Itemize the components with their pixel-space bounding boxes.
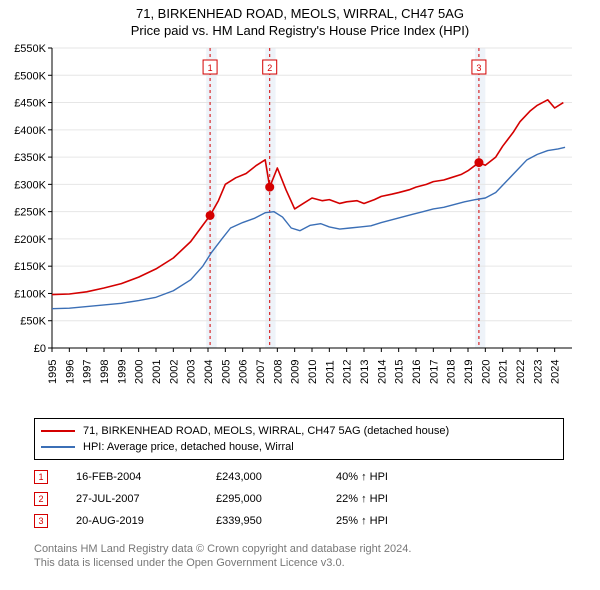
svg-text:£550K: £550K <box>14 43 46 55</box>
transaction-row: 1 16-FEB-2004£243,00040% ↑ HPI <box>34 466 436 488</box>
svg-text:1999: 1999 <box>116 360 128 384</box>
svg-text:2010: 2010 <box>307 360 319 384</box>
svg-text:2016: 2016 <box>411 360 423 384</box>
svg-text:3: 3 <box>476 63 481 73</box>
svg-text:£300K: £300K <box>14 179 46 191</box>
svg-text:2006: 2006 <box>238 360 250 384</box>
svg-text:2: 2 <box>267 63 272 73</box>
transaction-row: 2 27-JUL-2007£295,00022% ↑ HPI <box>34 488 436 510</box>
svg-text:1998: 1998 <box>99 360 111 384</box>
svg-text:2011: 2011 <box>324 360 336 384</box>
transactions-table: 1 16-FEB-2004£243,00040% ↑ HPI 2 27-JUL-200… <box>34 466 436 532</box>
legend-label-hpi: HPI: Average price, detached house, Wirr… <box>83 441 294 453</box>
svg-text:£350K: £350K <box>14 152 46 164</box>
svg-text:2024: 2024 <box>550 360 562 384</box>
svg-text:£500K: £500K <box>14 70 46 82</box>
footer-line-2: This data is licensed under the Open Gov… <box>34 556 411 570</box>
svg-text:2020: 2020 <box>480 360 492 384</box>
svg-text:£50K: £50K <box>20 316 46 328</box>
legend-swatch-property <box>41 430 75 432</box>
transaction-price: £339,950 <box>216 515 336 527</box>
svg-text:2003: 2003 <box>186 360 198 384</box>
svg-text:£100K: £100K <box>14 288 46 300</box>
svg-text:2019: 2019 <box>463 360 475 384</box>
transaction-row: 3 20-AUG-2019£339,95025% ↑ HPI <box>34 510 436 532</box>
svg-text:2008: 2008 <box>272 360 284 384</box>
svg-text:2021: 2021 <box>498 360 510 384</box>
chart-container: 71, BIRKENHEAD ROAD, MEOLS, WIRRAL, CH47… <box>0 0 600 590</box>
svg-text:2007: 2007 <box>255 360 267 384</box>
transaction-pct: 40% ↑ HPI <box>336 471 436 483</box>
svg-text:2012: 2012 <box>342 360 354 384</box>
svg-text:2022: 2022 <box>515 360 527 384</box>
svg-text:2017: 2017 <box>428 360 440 384</box>
transaction-price: £243,000 <box>216 471 336 483</box>
svg-text:2004: 2004 <box>203 360 215 384</box>
svg-text:2001: 2001 <box>151 360 163 384</box>
svg-text:£0: £0 <box>34 343 46 355</box>
footer-line-1: Contains HM Land Registry data © Crown c… <box>34 542 411 556</box>
legend-box: 71, BIRKENHEAD ROAD, MEOLS, WIRRAL, CH47… <box>34 418 564 460</box>
svg-text:1997: 1997 <box>82 360 94 384</box>
chart-svg: £0 £50K £100K £150K £200K £250K £300K £350K £400… <box>0 0 600 400</box>
transaction-pct: 22% ↑ HPI <box>336 493 436 505</box>
svg-text:£250K: £250K <box>14 207 46 219</box>
legend-row-hpi: HPI: Average price, detached house, Wirr… <box>41 439 557 455</box>
svg-text:2005: 2005 <box>220 360 232 384</box>
transaction-price: £295,000 <box>216 493 336 505</box>
svg-text:£450K: £450K <box>14 98 46 110</box>
transaction-date: 16-FEB-2004 <box>76 471 216 483</box>
svg-text:£200K: £200K <box>14 234 46 246</box>
svg-text:1995: 1995 <box>47 360 59 384</box>
transaction-marker: 1 <box>34 470 48 484</box>
transaction-marker: 3 <box>34 514 48 528</box>
svg-text:2014: 2014 <box>376 360 388 384</box>
svg-text:£150K: £150K <box>14 261 46 273</box>
transaction-marker: 2 <box>34 492 48 506</box>
svg-text:2002: 2002 <box>168 360 180 384</box>
svg-text:2023: 2023 <box>532 360 544 384</box>
svg-text:2015: 2015 <box>394 360 406 384</box>
transaction-pct: 25% ↑ HPI <box>336 515 436 527</box>
svg-text:£400K: £400K <box>14 125 46 137</box>
svg-text:2013: 2013 <box>359 360 371 384</box>
legend-label-property: 71, BIRKENHEAD ROAD, MEOLS, WIRRAL, CH47… <box>83 425 449 437</box>
svg-text:2018: 2018 <box>446 360 458 384</box>
svg-text:2009: 2009 <box>290 360 302 384</box>
svg-text:1996: 1996 <box>64 360 76 384</box>
legend-row-property: 71, BIRKENHEAD ROAD, MEOLS, WIRRAL, CH47… <box>41 423 557 439</box>
svg-text:2000: 2000 <box>134 360 146 384</box>
transaction-date: 20-AUG-2019 <box>76 515 216 527</box>
footer: Contains HM Land Registry data © Crown c… <box>34 542 411 571</box>
svg-text:1: 1 <box>208 63 213 73</box>
legend-swatch-hpi <box>41 446 75 448</box>
transaction-date: 27-JUL-2007 <box>76 493 216 505</box>
